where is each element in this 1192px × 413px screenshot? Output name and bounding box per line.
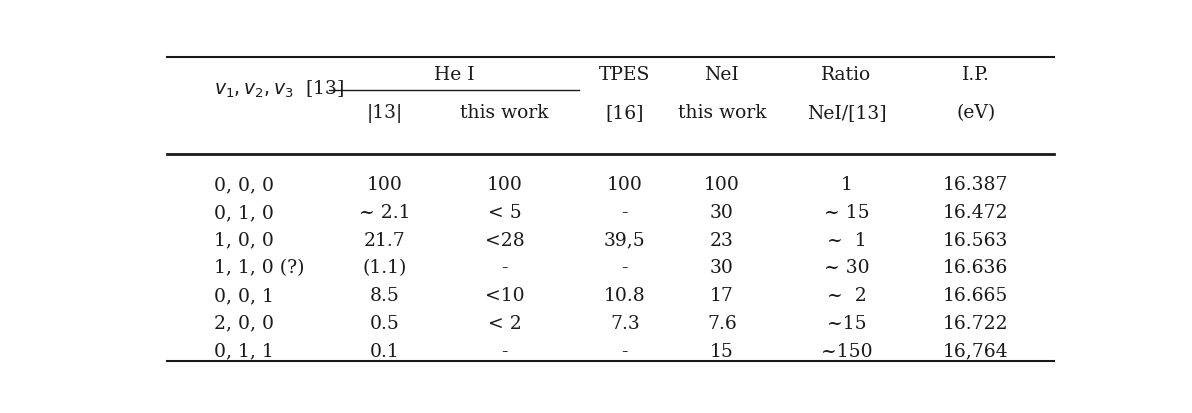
Text: 0, 1, 1: 0, 1, 1 [213,342,273,360]
Text: 100: 100 [367,176,403,194]
Text: ~150: ~150 [820,342,873,360]
Text: 1, 0, 0: 1, 0, 0 [213,231,273,249]
Text: ~ 15: ~ 15 [824,204,869,221]
Text: 39,5: 39,5 [604,231,646,249]
Text: 100: 100 [486,176,522,194]
Text: 0, 0, 1: 0, 0, 1 [213,286,273,304]
Text: 10.8: 10.8 [604,286,646,304]
Text: -: - [621,342,628,360]
Text: (eV): (eV) [956,104,995,122]
Text: 0.5: 0.5 [370,314,399,332]
Text: this work: this work [677,104,766,122]
Text: 0, 0, 0: 0, 0, 0 [213,176,274,194]
Text: 16.722: 16.722 [943,314,1008,332]
Text: this work: this work [460,104,548,122]
Text: ~ 2.1: ~ 2.1 [359,204,410,221]
Text: 30: 30 [709,204,734,221]
Text: 16.636: 16.636 [943,259,1008,277]
Text: 0.1: 0.1 [370,342,399,360]
Text: 16.665: 16.665 [943,286,1008,304]
Text: -: - [621,259,628,277]
Text: < 2: < 2 [488,314,522,332]
Text: I.P.: I.P. [962,66,989,84]
Text: <10: <10 [485,286,524,304]
Text: 0, 1, 0: 0, 1, 0 [213,204,273,221]
Text: ~  2: ~ 2 [826,286,867,304]
Text: 1, 1, 0 (?): 1, 1, 0 (?) [213,259,304,277]
Text: ~  1: ~ 1 [827,231,867,249]
Text: 1: 1 [840,176,852,194]
Text: ~ 30: ~ 30 [824,259,869,277]
Text: 16.563: 16.563 [943,231,1008,249]
Text: -: - [502,342,508,360]
Text: (1.1): (1.1) [362,259,406,277]
Text: 16,764: 16,764 [943,342,1008,360]
Text: 7.3: 7.3 [610,314,640,332]
Text: -: - [621,204,628,221]
Text: NeI/[13]: NeI/[13] [807,104,887,122]
Text: 16.472: 16.472 [943,204,1008,221]
Text: 100: 100 [703,176,740,194]
Text: 23: 23 [709,231,734,249]
Text: < 5: < 5 [488,204,522,221]
Text: |13|: |13| [366,104,403,123]
Text: 17: 17 [709,286,734,304]
Text: 2, 0, 0: 2, 0, 0 [213,314,274,332]
Text: 16.387: 16.387 [943,176,1008,194]
Text: [16]: [16] [606,104,644,122]
Text: He I: He I [434,66,474,84]
Text: TPES: TPES [600,66,651,84]
Text: Ratio: Ratio [821,66,871,84]
Text: 30: 30 [709,259,734,277]
Text: 7.6: 7.6 [707,314,737,332]
Text: 100: 100 [607,176,642,194]
Text: 8.5: 8.5 [370,286,399,304]
Text: 21.7: 21.7 [364,231,405,249]
Text: <28: <28 [485,231,524,249]
Text: -: - [502,259,508,277]
Text: ~15: ~15 [827,314,867,332]
Text: NeI: NeI [704,66,739,84]
Text: $v_1, v_2, v_3$  [13]: $v_1, v_2, v_3$ [13] [213,79,343,100]
Text: 15: 15 [709,342,734,360]
